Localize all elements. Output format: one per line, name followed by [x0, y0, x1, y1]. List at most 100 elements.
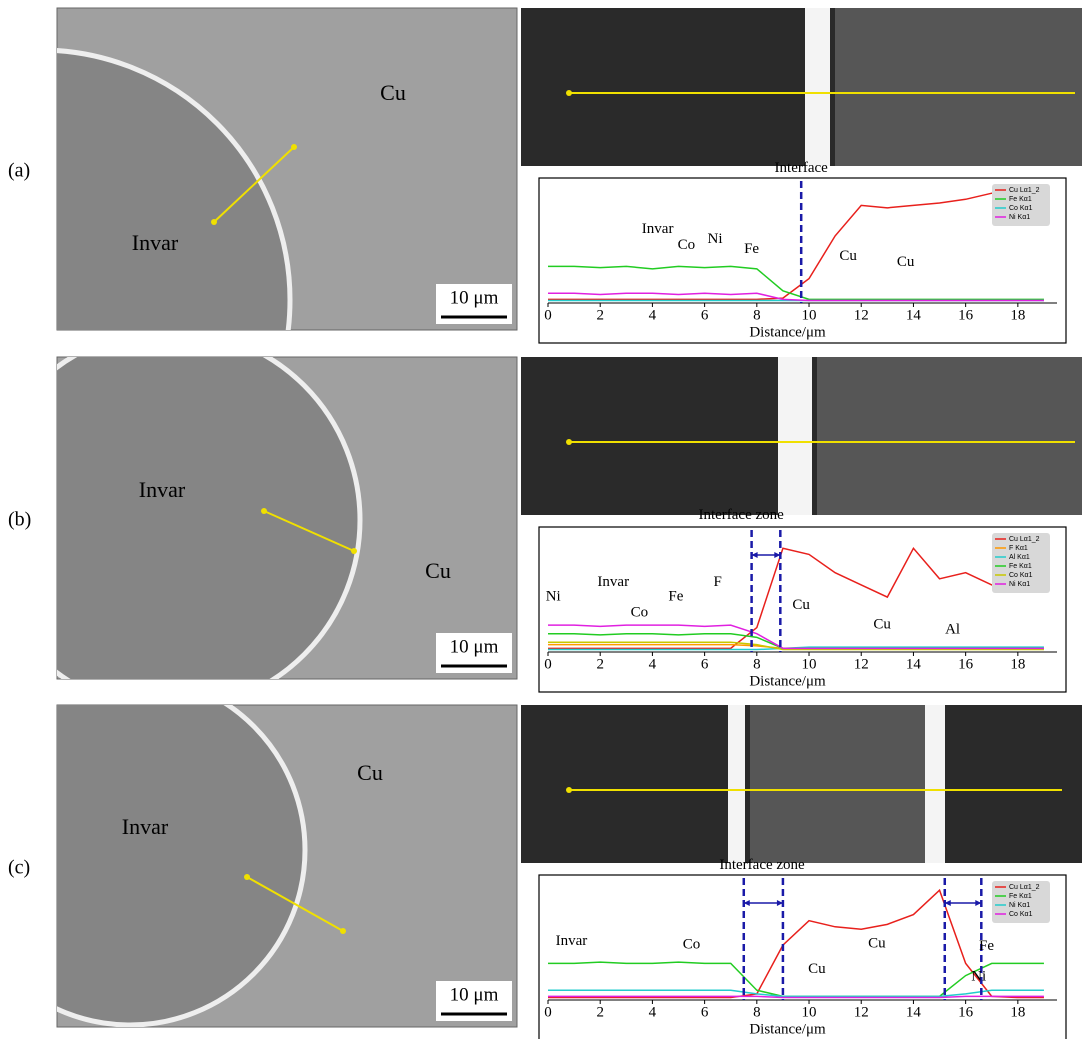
legend-label: Co Kα1	[1009, 205, 1033, 212]
x-tick-label: 12	[854, 656, 869, 672]
cu-area	[750, 705, 925, 863]
annotation: Fe	[744, 241, 759, 257]
x-tick-label: 12	[854, 307, 869, 323]
x-tick-label: 18	[1010, 656, 1025, 672]
annotation: Cu	[792, 597, 810, 613]
sem-label: Cu	[380, 80, 406, 105]
legend-label: Cu Lα1_2	[1009, 884, 1040, 891]
bright-band	[805, 8, 830, 166]
annotation: Fe	[979, 938, 994, 954]
x-tick-label: 4	[649, 307, 657, 323]
sem-label: Invar	[139, 477, 186, 502]
scan-dot	[244, 874, 250, 880]
x-tick-label: 0	[544, 1004, 552, 1020]
annotation: Ni	[708, 231, 723, 247]
x-tick-label: 14	[906, 307, 922, 323]
annotation: Co	[631, 604, 649, 620]
bright-band	[925, 705, 945, 863]
scan-dot	[566, 787, 572, 793]
x-tick-label: 0	[544, 656, 552, 672]
annotation: Invar	[556, 933, 588, 949]
annotation: Interface zone	[698, 507, 784, 523]
annotation: Ni	[546, 589, 561, 605]
x-tick-label: 4	[649, 656, 657, 672]
x-axis-label: Distance/μm	[749, 673, 826, 689]
annotation: Cu	[897, 254, 915, 270]
scan-dot	[566, 439, 572, 445]
x-tick-label: 2	[596, 656, 604, 672]
x-tick-label: 16	[958, 307, 974, 323]
annotation: Interface	[775, 160, 829, 176]
legend-label: Fe Kα1	[1009, 563, 1032, 570]
legend-label: Co Kα1	[1009, 911, 1033, 918]
x-tick-label: 18	[1010, 1004, 1025, 1020]
scan-dot	[211, 219, 217, 225]
x-tick-label: 8	[753, 1004, 761, 1020]
x-tick-label: 10	[802, 1004, 817, 1020]
annotation: Ni	[971, 968, 986, 984]
x-tick-label: 6	[701, 1004, 709, 1020]
x-tick-label: 6	[701, 307, 709, 323]
x-tick-label: 16	[958, 1004, 974, 1020]
legend-label: Ni Kα1	[1009, 214, 1030, 221]
sem-label: Cu	[425, 558, 451, 583]
scan-dot	[261, 508, 267, 514]
annotation: Fe	[668, 589, 683, 605]
annotation: Cu	[808, 961, 826, 977]
legend-label: Co Kα1	[1009, 572, 1033, 579]
annotation: Co	[683, 937, 701, 953]
cu-area	[817, 357, 1082, 515]
x-tick-label: 8	[753, 656, 761, 672]
annotation: Al	[945, 621, 960, 637]
x-axis-label: Distance/μm	[749, 324, 826, 340]
x-tick-label: 0	[544, 307, 552, 323]
sem-label: Cu	[357, 760, 383, 785]
annotation: Cu	[873, 617, 891, 633]
scale-bar-label: 10 μm	[450, 636, 499, 657]
legend-label: Cu Lα1_2	[1009, 536, 1040, 543]
x-tick-label: 12	[854, 1004, 869, 1020]
x-tick-label: 2	[596, 1004, 604, 1020]
scale-bar-label: 10 μm	[450, 287, 499, 308]
invar-region	[0, 330, 360, 710]
x-tick-label: 6	[701, 656, 709, 672]
scan-dot	[566, 90, 572, 96]
panel-label: (b)	[8, 509, 31, 531]
x-axis-label: Distance/μm	[749, 1021, 826, 1037]
x-tick-label: 16	[958, 656, 974, 672]
annotation: Cu	[868, 935, 886, 951]
legend-label: Ni Kα1	[1009, 902, 1030, 909]
x-tick-label: 14	[906, 656, 922, 672]
annotation: Interface zone	[719, 857, 805, 873]
legend-label: Fe Kα1	[1009, 196, 1032, 203]
scale-bar-label: 10 μm	[450, 984, 499, 1005]
x-tick-label: 18	[1010, 307, 1025, 323]
cu-area	[835, 8, 1082, 166]
annotation: Co	[678, 237, 696, 253]
bright-band	[728, 705, 745, 863]
x-tick-label: 4	[649, 1004, 657, 1020]
legend-label: Cu Lα1_2	[1009, 187, 1040, 194]
scan-dot	[291, 144, 297, 150]
annotation: Invar	[642, 221, 674, 237]
legend-label: Ni Kα1	[1009, 581, 1030, 588]
x-tick-label: 10	[802, 307, 817, 323]
annotation: F	[713, 574, 721, 590]
sem-label: Invar	[132, 230, 179, 255]
legend-label: Fe Kα1	[1009, 893, 1032, 900]
page: (a) Cu Invar 10 μm 0 2 4 6 8 10 12 14 16 18 Distance/μ…	[0, 0, 1084, 1039]
x-tick-label: 14	[906, 1004, 922, 1020]
bright-band	[778, 357, 812, 515]
panel-label: (c)	[8, 857, 30, 879]
scan-dot	[351, 548, 357, 554]
scan-dot	[340, 928, 346, 934]
annotation: Cu	[839, 248, 857, 264]
legend-label: Al Kα1	[1009, 554, 1030, 561]
sem-label: Invar	[122, 814, 169, 839]
annotation: Invar	[597, 574, 629, 590]
x-tick-label: 8	[753, 307, 761, 323]
panel-label: (a)	[8, 160, 30, 182]
x-tick-label: 10	[802, 656, 817, 672]
x-tick-label: 2	[596, 307, 604, 323]
figure: (a) Cu Invar 10 μm 0 2 4 6 8 10 12 14 16 18 Distance/μ…	[0, 0, 1084, 1039]
